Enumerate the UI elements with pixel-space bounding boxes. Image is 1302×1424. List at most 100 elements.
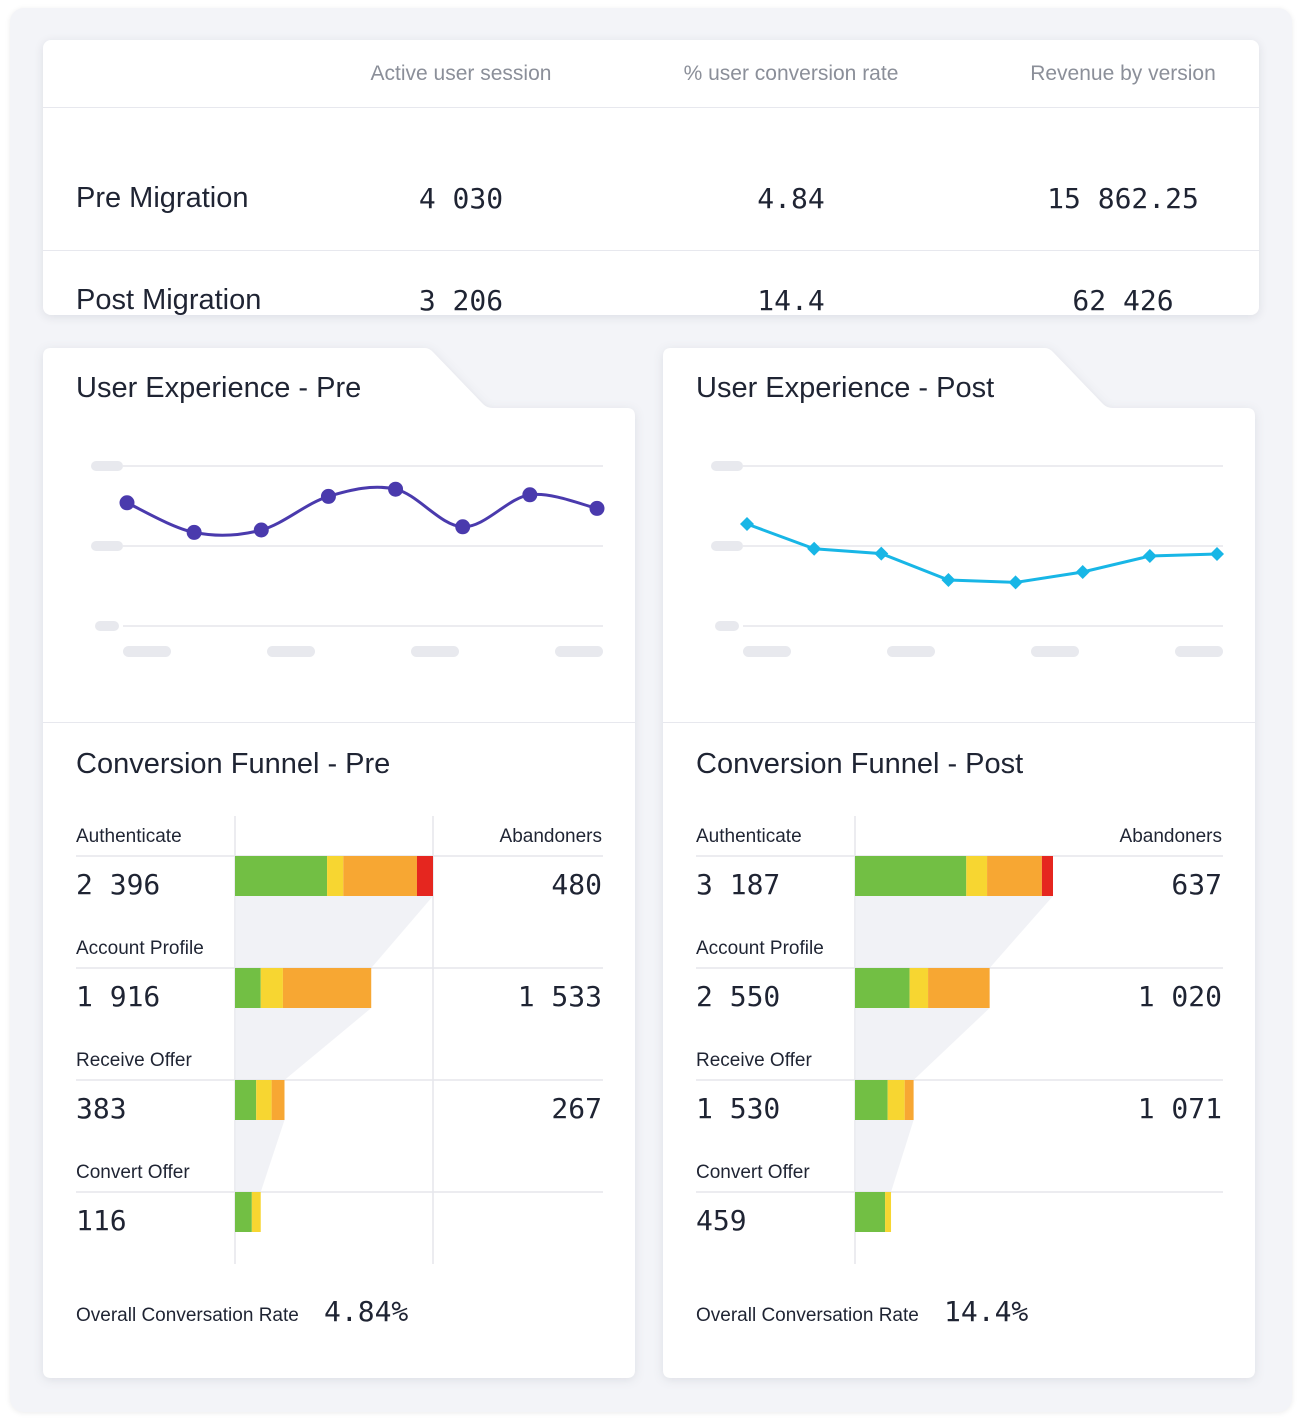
- stage-name-convert-offer: Convert Offer: [696, 1162, 810, 1183]
- abandoners-header: Abandoners: [1119, 826, 1222, 847]
- funnel-segment: [887, 1080, 905, 1120]
- funnel-segment: [928, 968, 990, 1008]
- overall-rate-value: 4.84%: [324, 1295, 409, 1328]
- x-tick-placeholder: [123, 646, 171, 657]
- x-tick-placeholder: [887, 646, 935, 657]
- x-tick-placeholder: [267, 646, 315, 657]
- ux-chart-post: [711, 461, 1224, 657]
- funnel-segment: [235, 968, 261, 1008]
- section-divider: [663, 722, 1255, 723]
- y-tick-placeholder: [715, 621, 739, 631]
- y-tick-placeholder: [95, 621, 119, 631]
- stage-name-receive-offer: Receive Offer: [76, 1050, 192, 1071]
- cell-conversion-rate: 4.84: [757, 182, 825, 215]
- stage-name-account-profile: Account Profile: [696, 938, 824, 959]
- funnel-segment: [1041, 856, 1053, 896]
- stage-value-authenticate: 3 187: [696, 868, 781, 901]
- column-header-revenue: Revenue by version: [1030, 62, 1216, 85]
- data-point: [186, 524, 202, 540]
- data-point: [1142, 549, 1157, 563]
- y-tick-placeholder: [711, 461, 743, 471]
- x-tick-placeholder: [411, 646, 459, 657]
- funnel-segment: [327, 856, 344, 896]
- funnel-connector: [855, 896, 1053, 968]
- data-point: [807, 541, 822, 556]
- funnel-connector: [855, 1120, 914, 1192]
- funnel-connector: [235, 896, 433, 968]
- stage-name-authenticate: Authenticate: [76, 826, 182, 847]
- stage-value-convert-offer: 459: [696, 1204, 747, 1237]
- cell-conversion-rate: 14.4: [757, 284, 825, 317]
- data-point: [740, 517, 754, 531]
- funnel-segment: [235, 856, 328, 896]
- funnel-segment: [251, 1192, 261, 1232]
- funnel-segment: [966, 856, 988, 896]
- funnel-segment: [885, 1192, 892, 1232]
- data-point: [522, 487, 538, 503]
- abandoners-value-authenticate: 637: [1171, 868, 1222, 901]
- data-point: [1008, 575, 1023, 590]
- funnel-segment: [904, 1080, 914, 1120]
- cell-active-sessions: 4 030: [418, 182, 504, 215]
- abandoners-value-account-profile: 1 020: [1137, 980, 1222, 1013]
- ux-chart-pre: [91, 461, 605, 657]
- abandoners-value-account-profile: 1 533: [517, 980, 602, 1013]
- y-tick-placeholder: [711, 541, 743, 551]
- table-row: Post Migration 3 206 14.4 62 426: [43, 250, 1259, 352]
- ux-title: User Experience - Pre: [76, 372, 362, 404]
- funnel-segment: [271, 1080, 285, 1120]
- overall-rate-label: Overall Conversation Rate: [696, 1305, 919, 1326]
- series-line: [746, 522, 1218, 584]
- data-point: [874, 546, 889, 561]
- data-point: [320, 488, 336, 504]
- funnel-segment: [909, 968, 929, 1008]
- data-point: [455, 519, 471, 535]
- funnel-title: Conversion Funnel - Post: [696, 748, 1024, 780]
- y-tick-placeholder: [91, 541, 123, 551]
- abandoners-value-receive-offer: 267: [551, 1092, 602, 1125]
- data-point: [941, 573, 956, 587]
- funnel-connector: [235, 1120, 285, 1192]
- funnel-connector: [855, 1008, 990, 1080]
- column-header-conversion-rate: % user conversion rate: [683, 62, 899, 85]
- funnel-segment: [343, 856, 417, 896]
- stage-name-receive-offer: Receive Offer: [696, 1050, 812, 1071]
- funnel-segment: [855, 856, 967, 896]
- overall-rate-label: Overall Conversation Rate: [76, 1305, 299, 1326]
- funnel-segment: [416, 856, 433, 896]
- x-tick-placeholder: [555, 646, 603, 657]
- data-point: [1075, 565, 1090, 579]
- funnel-chart-pre: [76, 816, 603, 1264]
- table-row: Pre Migration 4 030 4.84 15 862.25: [43, 148, 1259, 251]
- funnel-connector: [235, 1008, 372, 1080]
- row-label: Pre Migration: [76, 182, 249, 214]
- funnel-segment: [282, 968, 372, 1008]
- series-line: [126, 485, 598, 537]
- x-tick-placeholder: [1175, 646, 1223, 657]
- funnel-title: Conversion Funnel - Pre: [76, 748, 391, 780]
- stage-value-authenticate: 2 396: [76, 868, 161, 901]
- column-header-active-sessions: Active user session: [370, 62, 552, 85]
- x-tick-placeholder: [743, 646, 791, 657]
- cell-active-sessions: 3 206: [418, 284, 504, 317]
- summary-table: Active user session % user conversion ra…: [43, 40, 1259, 317]
- stage-value-account-profile: 2 550: [696, 980, 781, 1013]
- row-label: Post Migration: [76, 284, 262, 316]
- stage-value-receive-offer: 383: [76, 1092, 127, 1125]
- stage-name-convert-offer: Convert Offer: [76, 1162, 190, 1183]
- funnel-segment: [855, 1080, 888, 1120]
- funnel-segment: [256, 1080, 272, 1120]
- funnel-segment: [855, 968, 910, 1008]
- stage-name-authenticate: Authenticate: [696, 826, 802, 847]
- data-point: [253, 522, 269, 538]
- stage-value-convert-offer: 116: [76, 1204, 127, 1237]
- data-point: [589, 500, 605, 516]
- funnel-segment: [235, 1080, 257, 1120]
- abandoners-header: Abandoners: [499, 826, 602, 847]
- summary-header: Active user session % user conversion ra…: [43, 40, 1259, 108]
- funnel-segment: [987, 856, 1042, 896]
- y-tick-placeholder: [91, 461, 123, 471]
- abandoners-value-receive-offer: 1 071: [1137, 1092, 1222, 1125]
- x-tick-placeholder: [1031, 646, 1079, 657]
- overall-rate-value: 14.4%: [944, 1295, 1029, 1328]
